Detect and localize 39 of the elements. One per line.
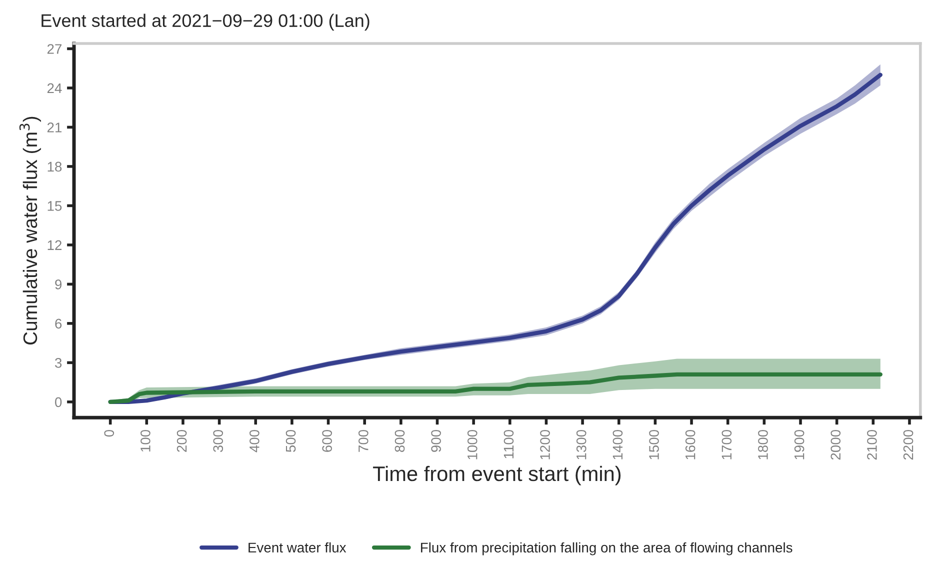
x-tick-label: 1600 [685,430,696,460]
x-tick-label: 1900 [794,430,804,460]
x-tick-label: 1300 [576,430,586,460]
x-tick-label: 2200 [903,430,914,460]
y-axis-title: Cumulative water flux (m$^{3}$) [19,116,41,344]
x-tick-label: 1000 [467,430,478,460]
x-tick-label: 1800 [758,430,768,460]
x-tick-label: 200 [176,430,187,452]
y-tick-label: 0 [55,397,62,408]
x-tick-label: 1200 [540,430,550,460]
x-tick-label: 2100 [867,430,877,460]
x-tick-label: 400 [250,430,260,452]
line-series [108,372,882,404]
x-tick-label: 100 [140,430,150,452]
x-tick-label: 1400 [612,430,623,460]
x-tick-label: 900 [431,430,441,452]
x-tick-label: 1500 [649,430,659,460]
y-tick-label: 18 [48,162,62,172]
y-tick-label: 3 [55,358,62,368]
legend-label: Event water flux [248,542,346,553]
x-tick-label: 300 [213,430,224,452]
x-tick-label: 700 [358,430,368,452]
chart-title: Event started at 2021−09−29 01:00 (Lan) [42,14,370,31]
y-tick-label: 24 [47,83,62,94]
x-tick-label: 800 [394,430,405,452]
y-tick-label: 9 [55,280,62,290]
y-tick-label: 21 [47,122,62,132]
x-tick-label: 0 [104,430,114,437]
y-tick-label: 12 [48,240,62,250]
x-axis-title: Time from event start (min) [373,466,621,486]
legend-label: Flux from precipitation falling on the area of flowing channels [421,542,792,556]
y-tick-label: 6 [55,318,62,329]
x-tick-label: 1700 [722,430,732,460]
y-tick-label: 15 [48,201,62,211]
y-tick-label: 27 [47,44,62,54]
x-tick-label: 1100 [504,430,514,458]
x-tick-label: 500 [286,430,296,452]
x-tick-label: 600 [322,430,332,452]
x-tick-label: 2000 [830,430,841,460]
